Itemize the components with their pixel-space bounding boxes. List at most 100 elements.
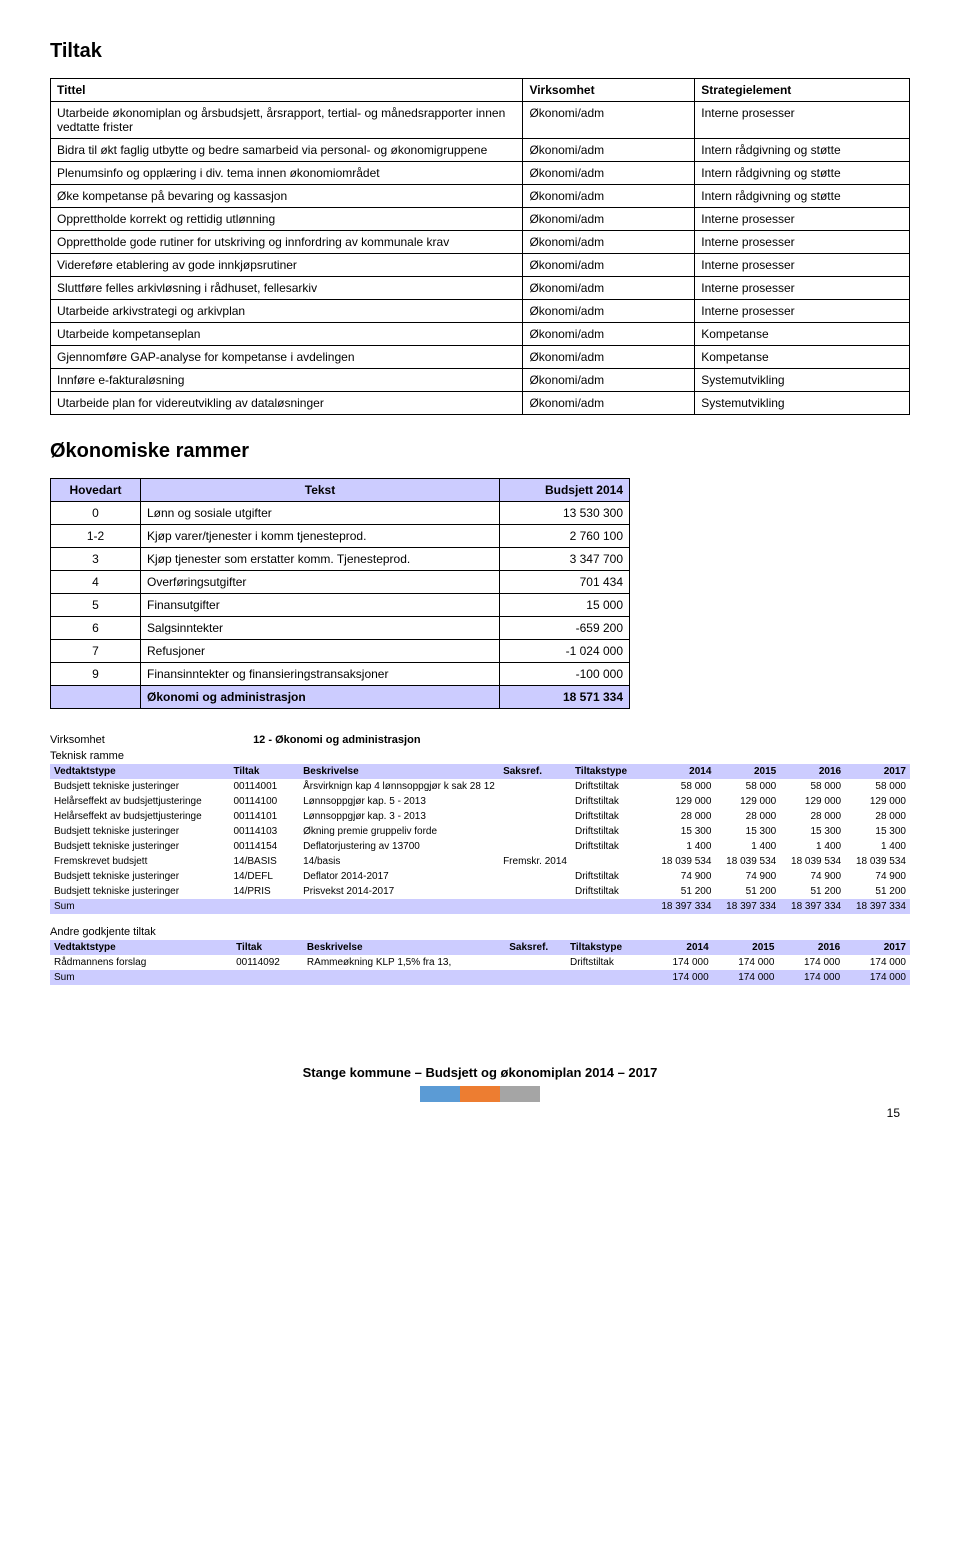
footer-text: Stange kommune – Budsjett og økonomiplan… [50,1065,910,1080]
table-cell: 00114092 [232,955,303,970]
table-row: 9Finansinntekter og finansieringstransak… [51,663,630,686]
detail2-header-row: VedtaktstypeTiltakBeskrivelseSaksref.Til… [50,940,910,955]
table-cell: Fremskr. 2014 [499,854,571,869]
table-cell: 15 300 [651,824,716,839]
table-cell: Salgsinntekter [141,617,500,640]
tiltak-header-row: Tittel Virksomhet Strategielement [51,79,910,102]
table-cell: 174 000 [647,955,713,970]
table-cell: 9 [51,663,141,686]
table-cell: Utarbeide kompetanseplan [51,323,523,346]
table-cell: Økonomi/adm [523,102,695,139]
virksomhet-label: Virksomhet [50,734,250,746]
table-cell: Lønnsoppgjør kap. 3 - 2013 [299,809,499,824]
table-row: Utarbeide kompetanseplanØkonomi/admKompe… [51,323,910,346]
table-row: Budsjett tekniske justeringer14/PRISPris… [50,884,910,899]
andre-godkjente: Andre godkjente tiltak [50,926,910,938]
table-cell [499,779,571,794]
table-cell: Driftstiltak [571,884,651,899]
table-cell: Driftstiltak [571,824,651,839]
table-cell: Fremskrevet budsjett [50,854,229,869]
table-cell: 58 000 [715,779,780,794]
table-cell: Budsjett tekniske justeringer [50,824,229,839]
table-cell: 174 000 [844,955,910,970]
table-cell: 15 300 [780,824,845,839]
table-cell: 5 [51,594,141,617]
table-cell: Sum [50,970,232,985]
table-cell: Øke kompetanse på bevaring og kassasjon [51,185,523,208]
table-cell: 1 400 [715,839,780,854]
table-cell: Budsjett tekniske justeringer [50,779,229,794]
table-header-cell: 2015 [715,764,780,779]
table-cell: -659 200 [500,617,630,640]
table-cell: Innføre e-fakturaløsning [51,369,523,392]
table-cell: Intern rådgivning og støtte [695,162,910,185]
table-cell: 18 039 534 [845,854,910,869]
table-cell: Utarbeide arkivstrategi og arkivplan [51,300,523,323]
table-cell [499,809,571,824]
table-cell: 1 400 [651,839,716,854]
table-cell: Finansinntekter og finansieringstransaks… [141,663,500,686]
table-cell: Driftstiltak [566,955,647,970]
table-cell: 18 397 334 [651,899,716,914]
table-cell: Interne prosesser [695,208,910,231]
table-cell: Interne prosesser [695,231,910,254]
table-cell: 129 000 [715,794,780,809]
table-cell: Kompetanse [695,346,910,369]
table-cell: 18 397 334 [715,899,780,914]
table-row: 7Refusjoner-1 024 000 [51,640,630,663]
table-cell: 74 900 [715,869,780,884]
table-cell: Sum [50,899,229,914]
table-cell: 18 571 334 [500,686,630,709]
table-cell: -100 000 [500,663,630,686]
table-cell: Bidra til økt faglig utbytte og bedre sa… [51,139,523,162]
table-cell: Driftstiltak [571,839,651,854]
table-row: Utarbeide arkivstrategi og arkivplanØkon… [51,300,910,323]
table-cell: 129 000 [780,794,845,809]
table-cell: Økonomi/adm [523,254,695,277]
table-cell: 3 [51,548,141,571]
table-cell: Intern rådgivning og støtte [695,185,910,208]
footer-bar-2 [460,1086,500,1102]
table-cell: Kjøp tjenester som erstatter komm. Tjene… [141,548,500,571]
table-cell: 6 [51,617,141,640]
virksomhet-line: Virksomhet 12 - Økonomi og administrasjo… [50,734,910,746]
table-cell: 00114154 [229,839,299,854]
table-cell [51,686,141,709]
table-cell: 174 000 [713,955,779,970]
table-cell: 74 900 [780,869,845,884]
table-cell: 58 000 [780,779,845,794]
table-header-cell: 2014 [651,764,716,779]
table-cell: Opprettholde gode rutiner for utskriving… [51,231,523,254]
table-cell: Kjøp varer/tjenester i komm tjenesteprod… [141,525,500,548]
table-cell: Økonomi/adm [523,208,695,231]
table-cell: Interne prosesser [695,102,910,139]
table-cell [571,854,651,869]
th-tittel: Tittel [51,79,523,102]
table-cell: 28 000 [715,809,780,824]
table-cell: 1 400 [780,839,845,854]
table-cell: 701 434 [500,571,630,594]
table-row: 6Salgsinntekter-659 200 [51,617,630,640]
table-cell: Økonomi/adm [523,323,695,346]
table-cell: 00114100 [229,794,299,809]
table-row: Øke kompetanse på bevaring og kassasjonØ… [51,185,910,208]
table-cell: Driftstiltak [571,809,651,824]
table-cell: Videreføre etablering av gode innkjøpsru… [51,254,523,277]
table-header-cell: Vedtaktstype [50,764,229,779]
table-cell: Gjennomføre GAP-analyse for kompetanse i… [51,346,523,369]
table-cell [566,970,647,985]
table-row: Helårseffekt av budsjettjusteringe001141… [50,809,910,824]
table-cell: Overføringsutgifter [141,571,500,594]
table-cell: 18 039 534 [651,854,716,869]
table-cell: 4 [51,571,141,594]
table-cell: Driftstiltak [571,794,651,809]
table-row: Budsjett tekniske justeringer14/DEFLDefl… [50,869,910,884]
table-cell: Refusjoner [141,640,500,663]
table-cell: 18 397 334 [780,899,845,914]
table-cell: Deflatorjustering av 13700 [299,839,499,854]
table-cell: Økning premie gruppeliv forde [299,824,499,839]
table-cell: Utarbeide plan for videreutvikling av da… [51,392,523,415]
table-cell: Økonomi/adm [523,392,695,415]
hovedart-header-row: Hovedart Tekst Budsjett 2014 [51,479,630,502]
table-cell: 51 200 [845,884,910,899]
